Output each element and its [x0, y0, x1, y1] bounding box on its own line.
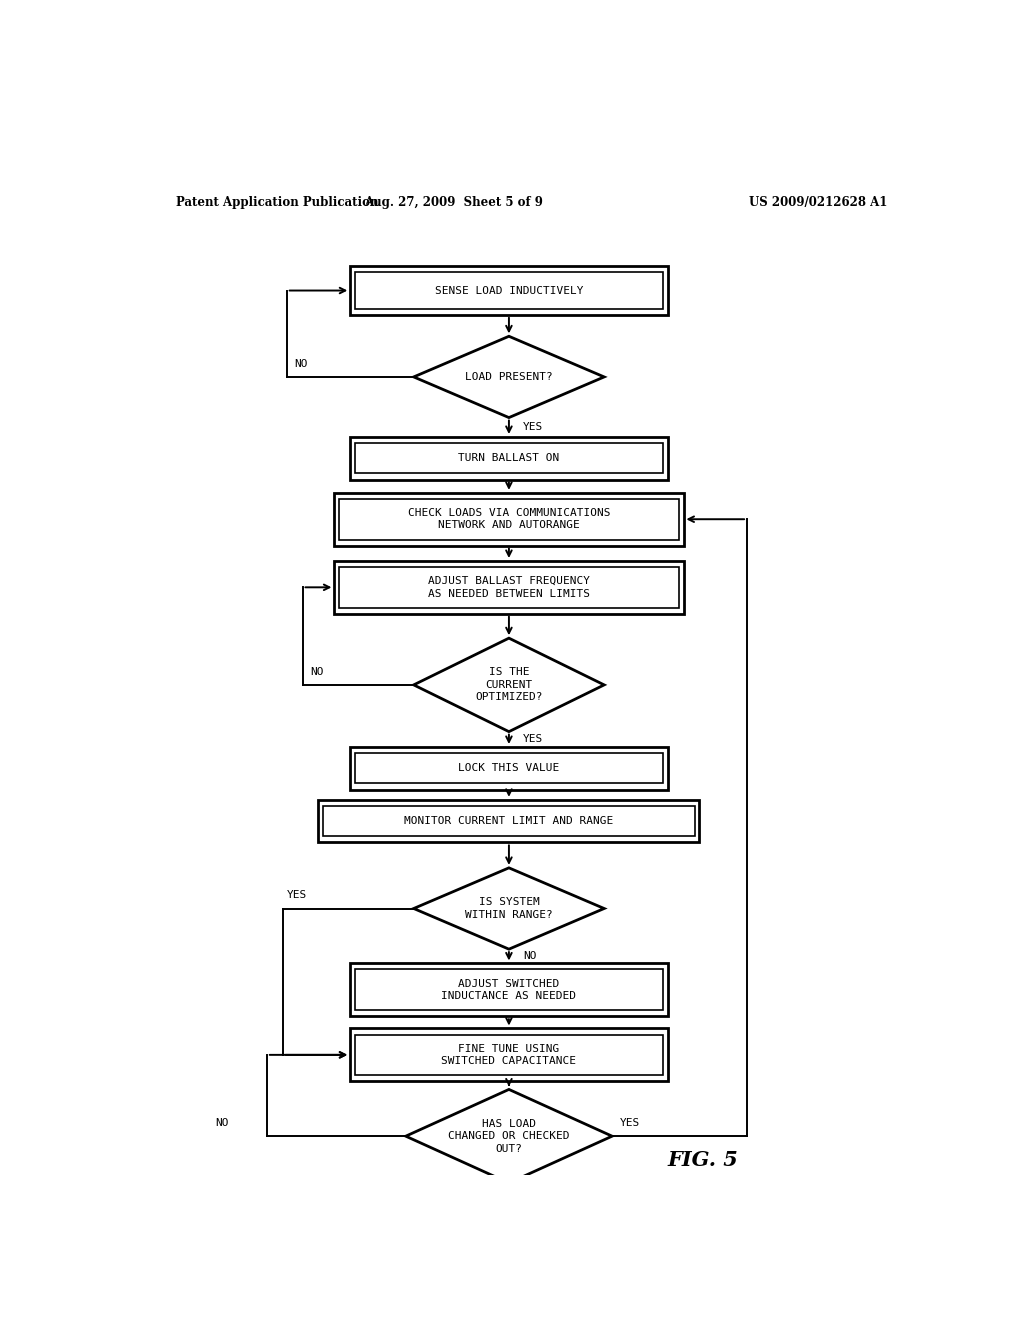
Text: FINE TUNE USING
SWITCHED CAPACITANCE: FINE TUNE USING SWITCHED CAPACITANCE — [441, 1044, 577, 1067]
Text: ADJUST SWITCHED
INDUCTANCE AS NEEDED: ADJUST SWITCHED INDUCTANCE AS NEEDED — [441, 978, 577, 1001]
FancyBboxPatch shape — [350, 1028, 668, 1081]
Polygon shape — [406, 1089, 612, 1183]
Text: LOCK THIS VALUE: LOCK THIS VALUE — [459, 763, 559, 774]
Polygon shape — [414, 867, 604, 949]
Text: ADJUST BALLAST FREQUENCY
AS NEEDED BETWEEN LIMITS: ADJUST BALLAST FREQUENCY AS NEEDED BETWE… — [428, 576, 590, 598]
Text: FIG. 5: FIG. 5 — [668, 1150, 738, 1170]
Polygon shape — [414, 337, 604, 417]
FancyBboxPatch shape — [339, 499, 679, 540]
Text: YES: YES — [620, 1118, 640, 1129]
Text: NO: NO — [523, 952, 537, 961]
FancyBboxPatch shape — [334, 492, 684, 545]
Text: Patent Application Publication: Patent Application Publication — [176, 195, 378, 209]
Text: MONITOR CURRENT LIMIT AND RANGE: MONITOR CURRENT LIMIT AND RANGE — [404, 816, 613, 826]
Text: LOAD PRESENT?: LOAD PRESENT? — [465, 372, 553, 381]
Text: Aug. 27, 2009  Sheet 5 of 9: Aug. 27, 2009 Sheet 5 of 9 — [364, 195, 543, 209]
FancyBboxPatch shape — [339, 568, 679, 607]
Text: YES: YES — [523, 422, 544, 432]
Text: YES: YES — [523, 734, 544, 744]
FancyBboxPatch shape — [355, 969, 663, 1010]
FancyBboxPatch shape — [350, 437, 668, 479]
Text: US 2009/0212628 A1: US 2009/0212628 A1 — [750, 195, 888, 209]
FancyBboxPatch shape — [324, 805, 694, 837]
FancyBboxPatch shape — [355, 272, 663, 309]
FancyBboxPatch shape — [355, 444, 663, 474]
Text: NO: NO — [295, 359, 308, 368]
Polygon shape — [414, 638, 604, 731]
FancyBboxPatch shape — [355, 752, 663, 784]
FancyBboxPatch shape — [350, 747, 668, 789]
Text: YES: YES — [287, 890, 307, 900]
Text: NO: NO — [215, 1118, 228, 1129]
FancyBboxPatch shape — [350, 964, 668, 1016]
Text: NO: NO — [310, 667, 324, 677]
Text: IS SYSTEM
WITHIN RANGE?: IS SYSTEM WITHIN RANGE? — [465, 898, 553, 920]
FancyBboxPatch shape — [318, 800, 699, 842]
Text: HAS LOAD
CHANGED OR CHECKED
OUT?: HAS LOAD CHANGED OR CHECKED OUT? — [449, 1119, 569, 1154]
FancyBboxPatch shape — [350, 267, 668, 315]
FancyBboxPatch shape — [355, 1035, 663, 1076]
Text: CHECK LOADS VIA COMMUNICATIONS
NETWORK AND AUTORANGE: CHECK LOADS VIA COMMUNICATIONS NETWORK A… — [408, 508, 610, 531]
Text: IS THE
CURRENT
OPTIMIZED?: IS THE CURRENT OPTIMIZED? — [475, 668, 543, 702]
FancyBboxPatch shape — [334, 561, 684, 614]
Text: SENSE LOAD INDUCTIVELY: SENSE LOAD INDUCTIVELY — [434, 285, 584, 296]
Text: TURN BALLAST ON: TURN BALLAST ON — [459, 453, 559, 463]
